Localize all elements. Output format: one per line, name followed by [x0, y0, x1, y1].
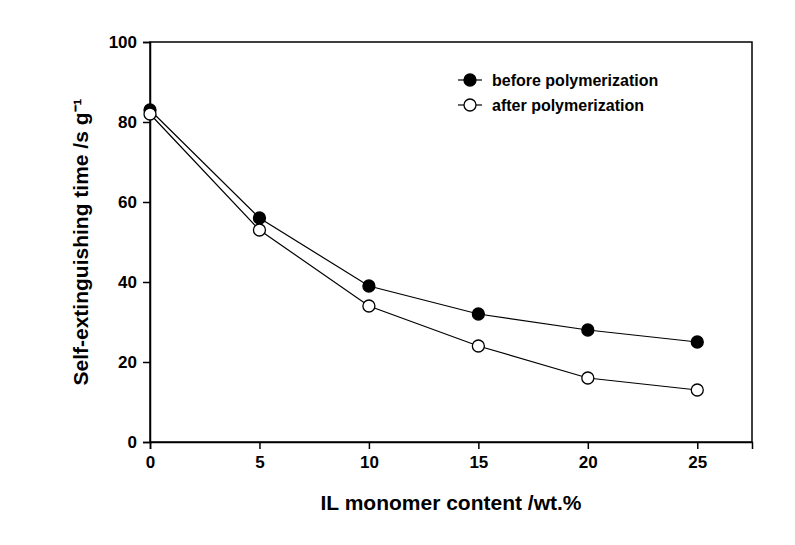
data-point: [363, 280, 375, 292]
x-tick-label: 5: [255, 453, 264, 472]
x-tick: 20: [579, 442, 598, 472]
data-point: [691, 336, 703, 348]
y-tick-mark: [143, 442, 150, 444]
legend-marker: [464, 74, 476, 86]
y-tick-label: 40: [118, 273, 137, 292]
data-point: [472, 340, 484, 352]
data-layer: [144, 104, 703, 396]
legend-entry: after polymerization: [458, 97, 644, 114]
y-tick-label: 0: [128, 433, 137, 452]
y-tick-mark: [143, 282, 150, 284]
series-line: [150, 110, 697, 342]
y-tick: 100: [109, 33, 150, 52]
data-point: [253, 224, 265, 236]
y-axis-line: [143, 43, 151, 443]
y-tick-mark: [143, 202, 150, 204]
y-tick: 40: [118, 273, 150, 292]
y-tick: 20: [118, 353, 150, 372]
y-tick-mark: [143, 362, 150, 364]
chart: 0 5 10 15 20 25 0 20 40 60 80 100 before polymerizat…: [0, 0, 795, 545]
x-tick-mark: [697, 442, 699, 449]
data-point: [691, 384, 703, 396]
data-point: [144, 108, 156, 120]
x-tick-label: 0: [146, 453, 155, 472]
legend: before polymerization after polymerizatio…: [458, 72, 658, 114]
x-axis-title: IL monomer content /wt.%: [321, 491, 582, 514]
x-axis: 0 5 10 15 20 25: [146, 442, 753, 472]
x-tick: 15: [469, 442, 488, 472]
x-tick: 0: [146, 442, 155, 472]
data-point: [472, 308, 484, 320]
legend-entry: before polymerization: [458, 72, 658, 89]
x-tick-mark: [478, 442, 480, 449]
x-tick-label: 15: [469, 453, 488, 472]
y-tick-label: 20: [118, 353, 137, 372]
data-point: [363, 300, 375, 312]
x-tick-label: 10: [360, 453, 379, 472]
y-tick: 60: [118, 193, 150, 212]
legend-label: before polymerization: [492, 72, 658, 89]
x-axis-line: [151, 443, 753, 450]
y-tick-mark: [143, 42, 150, 44]
x-tick-label: 20: [579, 453, 598, 472]
y-tick-label: 60: [118, 193, 137, 212]
series-line: [150, 114, 697, 390]
y-axis-title: Self-extinguishing time /s g⁻¹: [69, 98, 92, 385]
x-tick: 10: [360, 442, 379, 472]
x-tick: 25: [688, 442, 707, 472]
plot: 0 5 10 15 20 25 0 20 40 60 80 100 before polymerizat…: [109, 33, 753, 472]
y-tick-mark: [143, 122, 150, 124]
data-point: [582, 372, 594, 384]
x-tick-mark: [369, 442, 371, 449]
y-tick-label: 100: [109, 33, 137, 52]
plot-frame: [150, 42, 752, 442]
data-point: [582, 324, 594, 336]
x-tick-mark: [259, 442, 261, 449]
y-tick-label: 80: [118, 113, 137, 132]
y-tick: 0: [128, 433, 150, 452]
x-tick-mark: [588, 442, 590, 449]
legend-label: after polymerization: [492, 97, 644, 114]
y-axis: 0 20 40 60 80 100: [109, 33, 151, 452]
data-point: [253, 212, 265, 224]
x-tick-label: 25: [688, 453, 707, 472]
legend-marker: [464, 99, 476, 111]
x-tick: 5: [255, 442, 264, 472]
